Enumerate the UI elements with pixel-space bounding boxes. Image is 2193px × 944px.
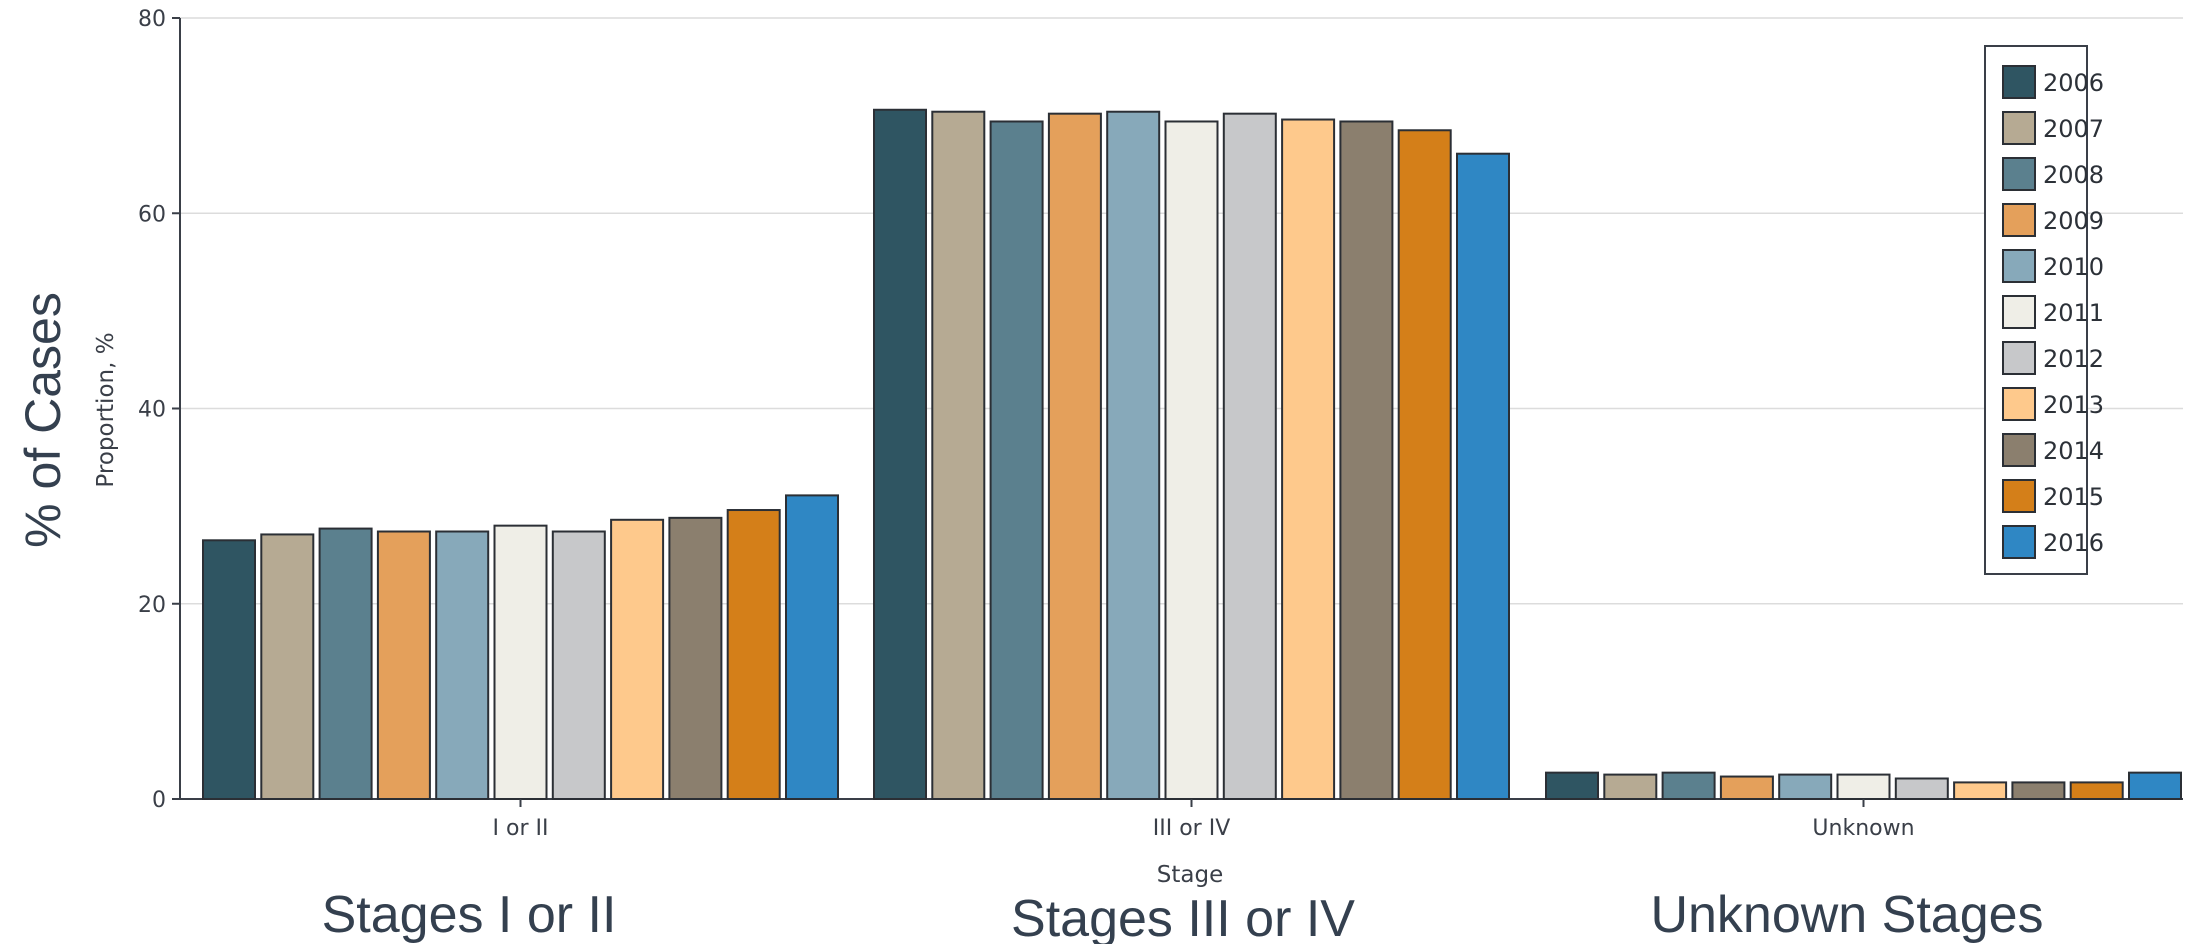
legend: 2006 2007 2008 2009 2010 2011 2012 2013 2014 2015… bbox=[1984, 45, 2104, 575]
bar-2012-2 bbox=[1222, 112, 1277, 801]
bar-2006-2 bbox=[873, 108, 927, 800]
bar-2016-1 bbox=[785, 494, 839, 800]
y-tick-label: 0 bbox=[152, 788, 166, 813]
y-tick-labels: 0 20 40 60 80 bbox=[138, 7, 180, 813]
bar-2007-2 bbox=[931, 110, 986, 801]
legend-swatch-2010 bbox=[2002, 249, 2036, 283]
legend-swatch-2009 bbox=[2002, 203, 2036, 237]
bar-2008-3 bbox=[1661, 771, 1716, 800]
bars bbox=[202, 108, 2182, 801]
legend-swatch-2016 bbox=[2002, 525, 2036, 559]
y-tick-label: 80 bbox=[138, 7, 166, 32]
group-title: Stages III or IV bbox=[1011, 890, 1355, 944]
legend-label-2016: 2016 bbox=[2043, 529, 2104, 557]
category-labels: I or II III or IV Unknown bbox=[493, 799, 1915, 841]
legend-label-2010: 2010 bbox=[2043, 253, 2104, 281]
bar-2007-1 bbox=[260, 533, 315, 801]
bar-2013-1 bbox=[610, 518, 665, 800]
bar-2013-3 bbox=[1953, 781, 2008, 800]
legend-swatch-2015 bbox=[2002, 479, 2036, 513]
bar-2007-3 bbox=[1603, 773, 1658, 800]
bar-2014-1 bbox=[668, 516, 723, 801]
bar-2011-3 bbox=[1836, 773, 1891, 800]
bar-2009-1 bbox=[376, 530, 431, 800]
group-title: Unknown Stages bbox=[1650, 886, 2043, 944]
bar-2013-2 bbox=[1281, 118, 1336, 800]
bar-2012-3 bbox=[1894, 777, 1949, 801]
legend-label-2009: 2009 bbox=[2043, 207, 2104, 235]
bar-2015-1 bbox=[726, 509, 781, 800]
category-label: I or II bbox=[493, 816, 549, 841]
y-tick-label: 40 bbox=[138, 398, 166, 423]
legend-swatch-2008 bbox=[2002, 157, 2036, 191]
bar-2006-3 bbox=[1545, 771, 1599, 800]
legend-label-2014: 2014 bbox=[2043, 437, 2104, 465]
bar-2008-2 bbox=[989, 120, 1044, 801]
legend-label-2011: 2011 bbox=[2043, 299, 2104, 327]
group-titles: Stages I or II Stages III or IV Unknown St… bbox=[322, 886, 2044, 944]
bar-2010-3 bbox=[1778, 773, 1833, 800]
bar-2010-2 bbox=[1106, 110, 1161, 801]
bar-2006-1 bbox=[202, 539, 256, 800]
y-axis-title: Proportion, % bbox=[93, 332, 119, 487]
legend-label-2013: 2013 bbox=[2043, 391, 2104, 419]
bar-2016-2 bbox=[1456, 152, 1510, 801]
bar-2008-1 bbox=[318, 527, 373, 800]
legend-swatch-2012 bbox=[2002, 341, 2036, 375]
bar-2015-2 bbox=[1397, 129, 1452, 801]
legend-swatch-2013 bbox=[2002, 387, 2036, 421]
y-tick-label: 60 bbox=[138, 202, 166, 227]
category-label: III or IV bbox=[1153, 816, 1231, 841]
legend-swatch-2014 bbox=[2002, 433, 2036, 467]
group-title: Stages I or II bbox=[322, 886, 617, 944]
bar-2009-3 bbox=[1719, 775, 1774, 801]
legend-label-2006: 2006 bbox=[2043, 69, 2104, 97]
legend-swatch-2011 bbox=[2002, 295, 2036, 329]
bar-2011-1 bbox=[493, 524, 548, 801]
bar-2014-3 bbox=[2011, 781, 2066, 800]
x-axis-title: Stage bbox=[1157, 862, 1223, 888]
bar-2015-3 bbox=[2069, 781, 2124, 800]
y-tick-label: 20 bbox=[138, 593, 166, 618]
bar-2014-2 bbox=[1339, 120, 1394, 801]
legend-label-2007: 2007 bbox=[2043, 115, 2104, 143]
legend-label-2012: 2012 bbox=[2043, 345, 2104, 373]
legend-label-2015: 2015 bbox=[2043, 483, 2104, 511]
bar-2012-1 bbox=[551, 530, 606, 800]
legend-label-2008: 2008 bbox=[2043, 161, 2104, 189]
legend-swatch-2006 bbox=[2002, 65, 2036, 99]
legend-swatch-2007 bbox=[2002, 111, 2036, 145]
category-label: Unknown bbox=[1812, 816, 1914, 841]
bar-2009-2 bbox=[1047, 112, 1102, 801]
bar-2016-3 bbox=[2128, 771, 2182, 800]
bar-2010-1 bbox=[435, 530, 490, 800]
bar-2011-2 bbox=[1164, 120, 1219, 801]
y-axis-outer-title: % of Cases bbox=[15, 292, 71, 548]
